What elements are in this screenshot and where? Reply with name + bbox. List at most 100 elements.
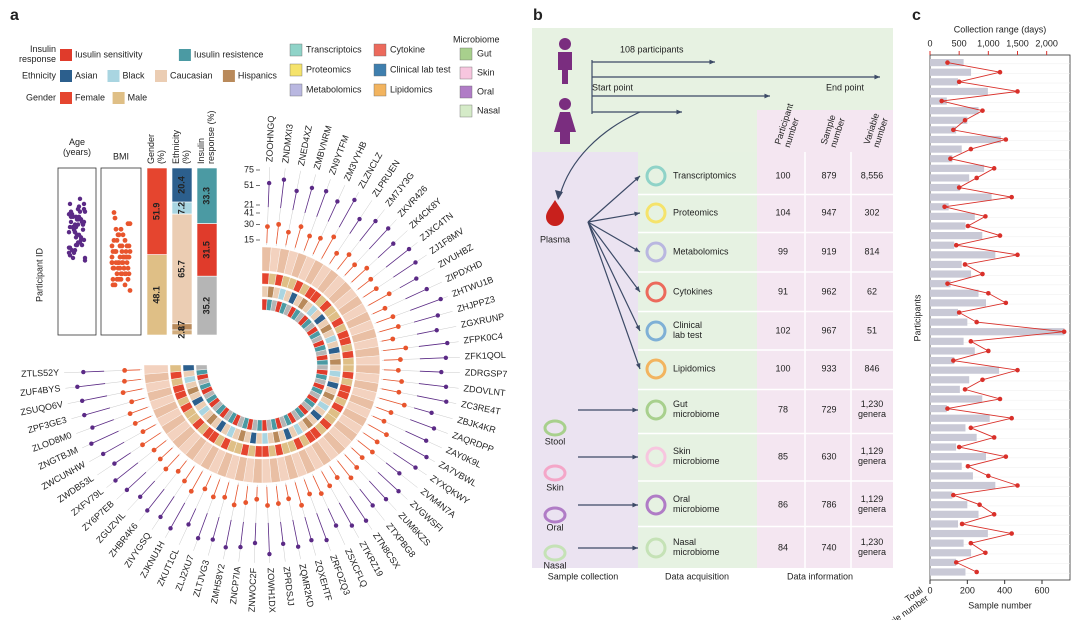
legend-label: Metabolomics [306,84,362,94]
age-dot [186,522,191,527]
age-dot [280,541,286,547]
collection-dot [956,79,962,85]
bmi-dot [188,488,194,494]
column-footer: Sample collection [548,571,619,581]
collection-dot [953,242,959,248]
sample-bar [930,414,990,422]
age-stem [413,407,432,414]
bmi-stem [321,471,331,487]
age-stem [102,441,125,455]
collection-dot [980,108,985,113]
sample-bar [930,318,968,326]
age-dot [443,384,449,389]
cell: 919 [821,246,836,256]
collection-dot [951,127,956,133]
sample-bar [930,203,949,211]
sample-label: Stool [545,436,566,446]
collection-dot [986,348,991,354]
collection-dot [956,185,962,190]
sample-bar [930,366,1000,374]
bmi-stem [184,466,195,482]
age-dot [81,206,87,212]
age-dot [435,313,441,318]
age-stem [416,329,437,335]
bmi-dot [151,447,157,453]
sample-bar [930,549,972,557]
bmi-stem [351,267,368,283]
composition-segment [196,275,218,336]
bmi-dot [373,286,379,292]
sample-bar [930,126,957,134]
age-dot [168,526,173,531]
bmi-dot [124,260,130,266]
sample-bar [930,183,960,192]
age-stem [316,513,327,541]
composition-segment [146,254,168,336]
sample-bar [930,424,966,432]
legend-label: Oral [477,86,494,96]
sample-icon [543,464,567,482]
bmi-dot [381,418,387,424]
age-stem [126,471,147,491]
collection-dot [968,339,974,344]
age-stem [349,496,367,521]
cell: 962 [821,286,836,296]
cell: 100 [775,363,790,373]
bmi-dot [113,226,119,232]
cell: 51 [867,325,877,335]
person-body [554,112,576,144]
arrow-head [632,454,638,460]
legend-label: Lipidomics [390,84,433,94]
age-dot [113,478,118,483]
bmi-dot [384,432,389,438]
bmi-dot [265,503,270,508]
bmi-stem [233,484,239,505]
panel-label: c [912,7,921,24]
legend-swatch [289,83,303,97]
arrow-head [632,407,638,413]
age-title: Age (years) [63,137,91,157]
cell: 933 [821,363,836,373]
age-stem [267,522,270,555]
omics-icon [645,446,667,468]
bmi-stem [303,479,310,495]
cell: 100 [775,170,790,180]
collection-dot [951,492,956,498]
age-dot [383,496,389,502]
bmi-tick-label: 30 [244,219,254,229]
participant-id: ZPRDSJJ [282,566,297,606]
legend-swatch [373,83,387,97]
age-stem [327,508,337,526]
age-dot [82,255,88,261]
age-dot [158,514,163,520]
bmi-stem [294,482,302,506]
bar-title: Ethnicity(%) [171,129,191,164]
ring-segment [261,432,269,445]
x2-tick-label: 1,500 [1006,38,1029,48]
arrow-head [634,247,640,252]
legend-label: Nasal [477,105,500,115]
bmi-dot [395,324,401,329]
sample-bar [930,116,968,124]
cell: 740 [821,542,836,552]
bmi-dot [395,367,401,373]
age-stem [349,218,360,234]
segment-label: 35.2 [201,297,211,315]
bmi-stem [224,482,230,498]
bmi-dot [114,276,120,282]
arrow [587,221,641,332]
bmi-dot [388,410,394,415]
sample-bar [930,356,955,365]
sample-bar [930,501,968,509]
ring-segment [342,357,355,366]
cell: 814 [864,246,879,256]
legend-label: Caucasian [170,70,213,80]
cell: 302 [864,207,879,217]
bmi-stem [337,254,350,270]
collection-dot [974,569,979,575]
legend-group: Ethnicity [22,70,57,80]
age-dot [82,412,87,418]
bmi-dot [114,271,120,277]
ring-segment [195,364,208,371]
age-stem [212,516,220,540]
